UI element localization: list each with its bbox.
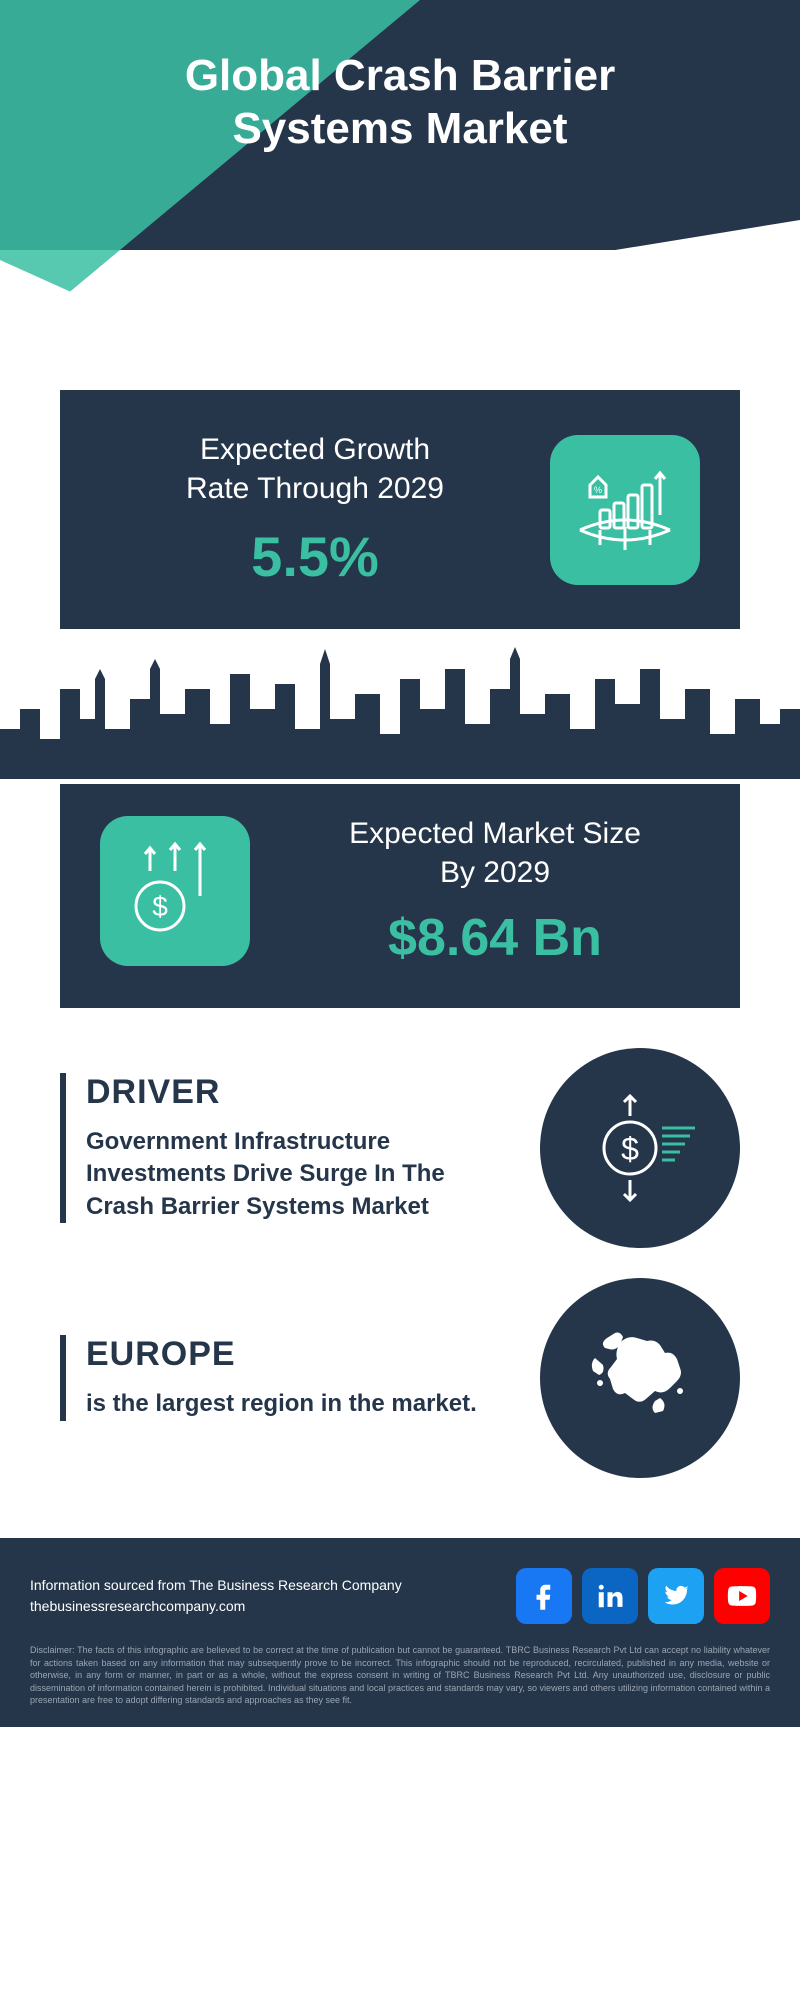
- market-label-1: Expected Market Size: [349, 817, 641, 850]
- header: Global Crash Barrier Systems Market: [0, 0, 800, 350]
- region-title: EUROPE: [86, 1335, 510, 1374]
- social-icons: [516, 1568, 770, 1624]
- growth-label-2: Rate Through 2029: [186, 472, 444, 505]
- market-label-2: By 2029: [440, 856, 550, 889]
- region-section: EUROPE is the largest region in the mark…: [60, 1278, 740, 1478]
- growth-label-1: Expected Growth: [200, 433, 430, 466]
- svg-text:$: $: [152, 891, 168, 922]
- growth-value: 5.5%: [100, 524, 550, 589]
- facebook-icon[interactable]: [516, 1568, 572, 1624]
- source-line1: Information sourced from The Business Re…: [30, 1577, 402, 1593]
- growth-rate-box: Expected Growth Rate Through 2029 5.5% %: [60, 390, 740, 629]
- page-title: Global Crash Barrier Systems Market: [0, 50, 800, 156]
- market-size-text: Expected Market Size By 2029 $8.64 Bn: [290, 814, 700, 968]
- twitter-icon[interactable]: [648, 1568, 704, 1624]
- driver-title: DRIVER: [86, 1073, 510, 1112]
- footer-source: Information sourced from The Business Re…: [30, 1575, 402, 1617]
- growth-text: Expected Growth Rate Through 2029 5.5%: [100, 430, 550, 589]
- europe-map-icon: [540, 1278, 740, 1478]
- driver-body: Government Infrastructure Investments Dr…: [86, 1126, 510, 1223]
- source-line2: thebusinessresearchcompany.com: [30, 1598, 245, 1614]
- youtube-icon[interactable]: [714, 1568, 770, 1624]
- footer-top: Information sourced from The Business Re…: [30, 1568, 770, 1624]
- market-value: $8.64 Bn: [290, 908, 700, 968]
- linkedin-icon[interactable]: [582, 1568, 638, 1624]
- region-content: EUROPE is the largest region in the mark…: [60, 1335, 510, 1420]
- svg-text:%: %: [594, 485, 602, 495]
- title-line2: Systems Market: [232, 104, 567, 153]
- title-line1: Global Crash Barrier: [185, 51, 615, 100]
- city-skyline-icon: [0, 639, 800, 779]
- footer: Information sourced from The Business Re…: [0, 1538, 800, 1727]
- driver-content: DRIVER Government Infrastructure Investm…: [60, 1073, 510, 1223]
- market-size-box: $ Expected Market Size By 2029 $8.64 Bn: [60, 784, 740, 1008]
- driver-circle-icon: $: [540, 1048, 740, 1248]
- driver-section: DRIVER Government Infrastructure Investm…: [60, 1048, 740, 1248]
- market-size-icon: $: [100, 816, 250, 966]
- region-body: is the largest region in the market.: [86, 1388, 510, 1420]
- growth-chart-icon: %: [550, 435, 700, 585]
- disclaimer-text: Disclaimer: The facts of this infographi…: [30, 1644, 770, 1707]
- svg-text:$: $: [621, 1131, 639, 1167]
